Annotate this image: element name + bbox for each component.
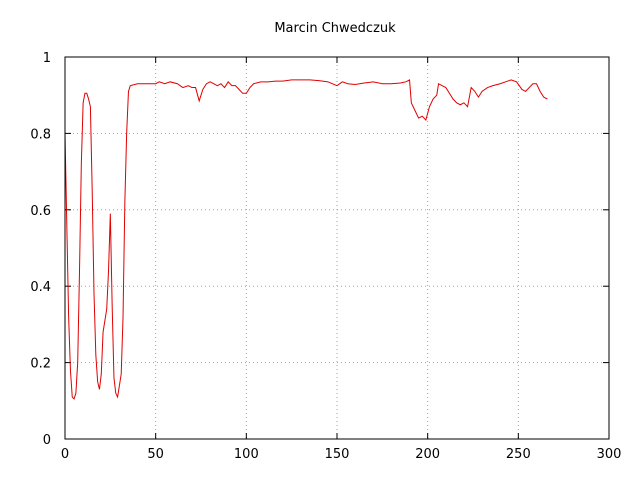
y-axis-tick-labels: 0 0.2 0.4 0.6 0.8 1 <box>30 51 51 448</box>
x-tick-label: 150 <box>325 447 350 462</box>
x-tick-label: 250 <box>506 447 531 462</box>
plot-frame <box>64 56 610 440</box>
y-tick-label: 0.8 <box>30 127 51 142</box>
y-tick-label: 0.6 <box>30 204 51 219</box>
x-tick-label: 100 <box>234 447 259 462</box>
grid-lines <box>65 57 609 439</box>
x-axis-tick-labels: 0 50 100 150 200 250 300 <box>61 447 622 462</box>
x-tick-label: 0 <box>61 447 69 462</box>
x-tick-label: 50 <box>147 447 164 462</box>
y-tick-label: 0 <box>43 433 51 448</box>
y-tick-label: 0.4 <box>30 280 51 295</box>
series-line <box>64 79 548 400</box>
x-tick-label: 300 <box>597 447 622 462</box>
y-tick-label: 1 <box>43 51 51 66</box>
y-tick-label: 0.2 <box>30 357 51 372</box>
x-tick-label: 200 <box>415 447 440 462</box>
chart-title: Marcin Chwedczuk <box>274 21 396 36</box>
